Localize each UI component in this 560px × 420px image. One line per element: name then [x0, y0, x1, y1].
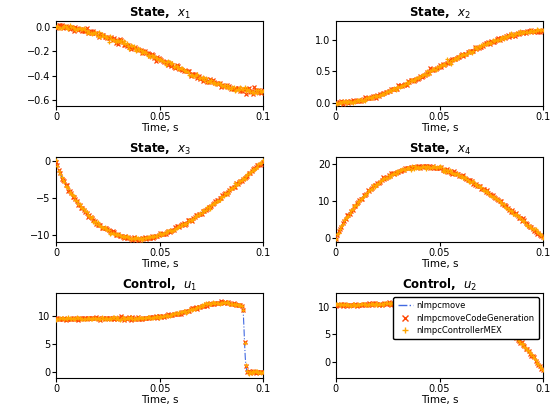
Title: Control,  $u_1$: Control, $u_1$ [122, 277, 197, 293]
Title: State,  $x_2$: State, $x_2$ [409, 6, 470, 21]
X-axis label: Time, s: Time, s [421, 123, 458, 133]
Title: State,  $x_3$: State, $x_3$ [129, 142, 190, 157]
X-axis label: Time, s: Time, s [141, 395, 179, 405]
Title: Control,  $u_2$: Control, $u_2$ [402, 277, 477, 293]
X-axis label: Time, s: Time, s [141, 259, 179, 269]
X-axis label: Time, s: Time, s [141, 123, 179, 133]
Title: State,  $x_1$: State, $x_1$ [129, 6, 190, 21]
Title: State,  $x_4$: State, $x_4$ [409, 142, 470, 157]
Legend: nlmpcmove, nlmpcmoveCodeGeneration, nlmpcControllerMEX: nlmpcmove, nlmpcmoveCodeGeneration, nlmp… [394, 297, 539, 339]
X-axis label: Time, s: Time, s [421, 395, 458, 405]
X-axis label: Time, s: Time, s [421, 259, 458, 269]
